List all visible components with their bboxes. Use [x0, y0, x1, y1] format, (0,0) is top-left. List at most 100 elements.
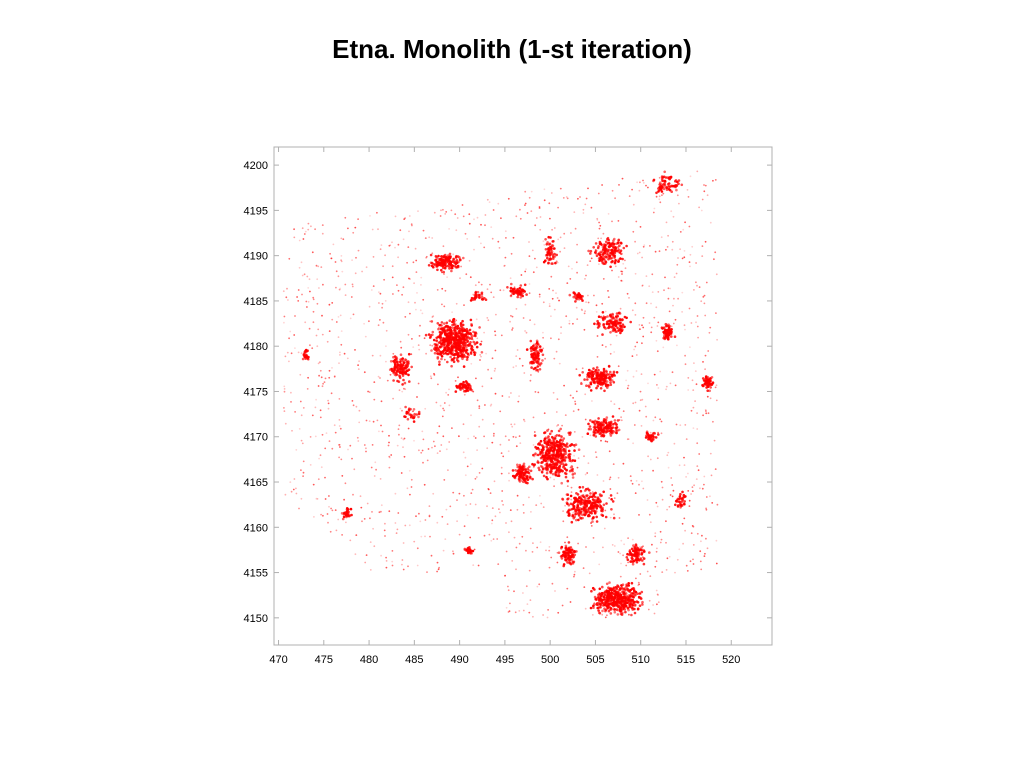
scatter-point — [338, 425, 341, 427]
scatter-point — [620, 419, 623, 422]
scatter-point — [565, 555, 569, 559]
scatter-point — [542, 336, 544, 339]
scatter-point — [641, 469, 643, 472]
scatter-point — [397, 512, 400, 514]
scatter-point — [297, 300, 300, 302]
scatter-point — [459, 328, 462, 331]
scatter-point — [536, 460, 539, 464]
scatter-point — [473, 435, 475, 438]
scatter-point — [524, 303, 527, 306]
scatter-point — [583, 513, 587, 517]
scatter-point — [705, 410, 707, 412]
scatter-point — [363, 322, 365, 325]
scatter-point — [553, 442, 557, 446]
scatter-point — [605, 596, 609, 599]
scatter-point — [668, 505, 671, 508]
scatter-point — [635, 354, 638, 356]
scatter-point — [612, 320, 615, 324]
scatter-point — [576, 318, 579, 320]
scatter-point — [399, 229, 402, 232]
scatter-point — [669, 332, 672, 335]
scatter-point — [458, 533, 461, 536]
scatter-point — [610, 595, 614, 598]
scatter-point — [437, 254, 440, 258]
scatter-point — [584, 418, 587, 421]
scatter-point — [410, 365, 414, 369]
scatter-point — [596, 379, 599, 382]
scatter-point — [652, 604, 654, 606]
scatter-point — [283, 410, 286, 412]
scatter-point — [302, 238, 305, 240]
scatter-point — [549, 217, 551, 220]
scatter-point — [352, 313, 355, 316]
scatter-point — [491, 237, 494, 240]
scatter-point — [518, 290, 522, 294]
scatter-point — [365, 450, 367, 453]
scatter-point — [421, 449, 424, 452]
scatter-point — [528, 611, 531, 614]
scatter-point — [610, 498, 613, 501]
scatter-point — [593, 588, 596, 591]
scatter-point — [552, 436, 555, 440]
scatter-point — [631, 595, 635, 598]
scatter-point — [415, 271, 418, 273]
scatter-point — [569, 551, 572, 554]
scatter-point — [590, 525, 593, 527]
scatter-point — [289, 330, 292, 333]
scatter-point — [672, 322, 675, 325]
scatter-point — [626, 387, 629, 390]
scatter-point — [568, 548, 572, 551]
scatter-point — [666, 182, 670, 186]
scatter-point — [602, 232, 605, 235]
scatter-point — [649, 458, 652, 461]
scatter-point — [673, 335, 677, 339]
scatter-point — [556, 425, 558, 427]
scatter-point — [432, 315, 435, 318]
scatter-point — [689, 346, 691, 349]
scatter-point — [311, 347, 314, 350]
scatter-point — [466, 340, 469, 344]
scatter-point — [546, 437, 549, 440]
scatter-point — [603, 603, 607, 606]
scatter-point — [498, 508, 500, 510]
scatter-point — [670, 210, 673, 213]
scatter-point — [607, 325, 611, 329]
scatter-point — [298, 428, 301, 430]
scatter-point — [642, 182, 645, 184]
scatter-point — [609, 426, 613, 429]
scatter-point — [403, 218, 406, 221]
scatter-point — [694, 400, 696, 402]
scatter-point — [435, 349, 439, 353]
scatter-point — [544, 238, 547, 241]
scatter-point — [515, 436, 517, 439]
scatter-point — [582, 495, 586, 499]
scatter-point — [443, 266, 447, 270]
scatter-point — [328, 303, 331, 306]
scatter-point — [665, 324, 668, 328]
scatter-point — [670, 477, 673, 479]
scatter-point — [494, 515, 497, 518]
scatter-point — [527, 468, 530, 472]
scatter-point — [314, 406, 317, 409]
scatter-point — [572, 322, 574, 325]
scatter-point — [457, 353, 461, 357]
scatter-point — [588, 489, 591, 492]
scatter-point — [422, 298, 425, 301]
scatter-point — [569, 502, 573, 506]
scatter-point — [394, 246, 396, 249]
scatter-point — [659, 370, 662, 373]
scatter-point — [671, 371, 674, 374]
scatter-point — [534, 349, 537, 353]
scatter-point — [301, 274, 304, 277]
scatter-point — [468, 222, 471, 225]
scatter-point — [450, 269, 453, 273]
scatter-point — [401, 409, 403, 412]
scatter-point — [609, 488, 612, 490]
scatter-point — [542, 614, 544, 616]
scatter-point — [411, 414, 414, 417]
scatter-point — [307, 358, 310, 361]
scatter-point — [524, 204, 526, 207]
x-tick-label: 505 — [586, 654, 604, 666]
scatter-point — [652, 419, 655, 422]
